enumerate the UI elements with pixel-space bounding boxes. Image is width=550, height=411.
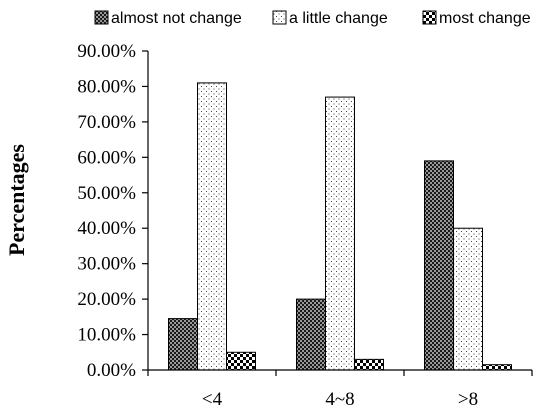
y-tick-label: 10.00% — [77, 325, 136, 346]
bars — [168, 82, 512, 371]
y-tick-label: 50.00% — [77, 183, 136, 204]
bar-checker-2 — [482, 364, 512, 371]
y-axis-label: Percentages — [4, 144, 29, 256]
bar-checker-0 — [226, 351, 256, 371]
x-axis-ticks: <4 4~8 >8 — [147, 370, 533, 410]
legend-swatch-checker — [422, 10, 437, 25]
legend-swatch-dots — [272, 10, 287, 25]
legend-swatch-dark-checker — [94, 10, 109, 25]
legend-label: most change — [439, 10, 531, 27]
y-tick-label: 80.00% — [77, 76, 136, 97]
bar-dots-2 — [453, 227, 483, 371]
y-tick-label: 40.00% — [77, 218, 136, 239]
y-tick-label: 60.00% — [77, 147, 136, 168]
y-tick-label: 0.00% — [87, 360, 136, 381]
bar-dots-1 — [325, 96, 355, 371]
x-tick-label: >8 — [458, 389, 478, 410]
y-axis-ticks: 0.00% 10.00% 20.00% 30.00% 40.00% 50.00% 60.00… — [77, 41, 148, 381]
y-tick-label: 70.00% — [77, 112, 136, 133]
legend-label: almost not change — [111, 10, 242, 27]
y-tick-label: 20.00% — [77, 289, 136, 310]
y-tick-label: 30.00% — [77, 254, 136, 275]
legend: almost not change a little change most cha… — [94, 10, 531, 27]
legend-label: a little change — [289, 10, 388, 27]
bar-dark-checker-0 — [168, 318, 198, 371]
x-tick-label: <4 — [202, 389, 223, 410]
bar-checker-1 — [354, 358, 384, 371]
x-tick-label: 4~8 — [325, 389, 354, 410]
bar-dots-0 — [197, 82, 227, 371]
bar-dark-checker-1 — [296, 298, 326, 371]
y-tick-label: 90.00% — [77, 41, 136, 62]
bar-dark-checker-2 — [424, 160, 454, 371]
